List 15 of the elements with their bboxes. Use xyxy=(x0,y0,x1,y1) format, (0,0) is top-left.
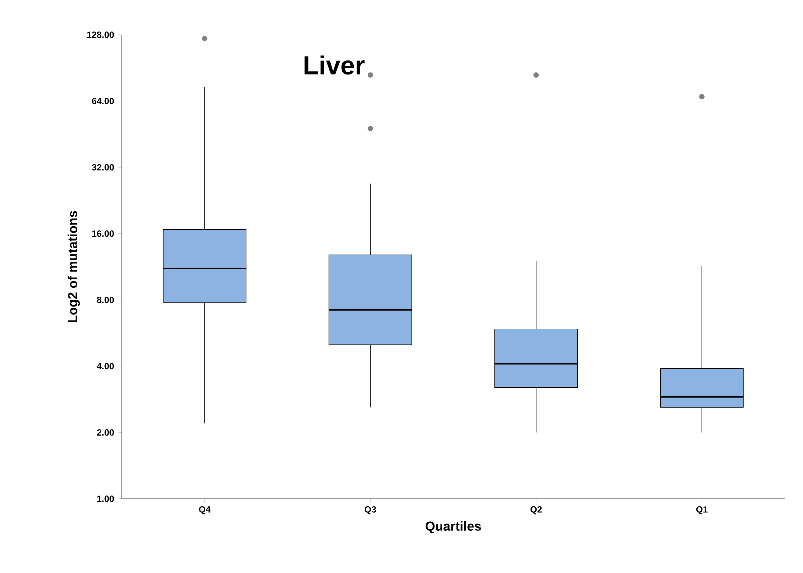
y-tick-label: 8.00 xyxy=(97,296,114,304)
x-tick-label: Q2 xyxy=(530,506,542,515)
y-tick-label: 32.00 xyxy=(92,164,114,171)
x-tick-label: Q3 xyxy=(365,506,376,515)
y-tick-label: 64.00 xyxy=(92,98,114,104)
y-tick-label: 4.00 xyxy=(97,363,114,370)
y-tick-label: 2.00 xyxy=(97,430,114,436)
x-tick-label: Q1 xyxy=(696,506,708,515)
text: Liver xyxy=(304,56,365,75)
y-axis-title: Log2 of mutations xyxy=(68,211,80,322)
x-tick-label: Q4 xyxy=(199,506,211,515)
y-tick-label: 128.00 xyxy=(88,32,114,38)
y-tick-label: 1.00 xyxy=(98,496,114,502)
y-tick-label: 16.00 xyxy=(92,230,114,238)
x-axis-title: Quartiles xyxy=(426,521,482,534)
